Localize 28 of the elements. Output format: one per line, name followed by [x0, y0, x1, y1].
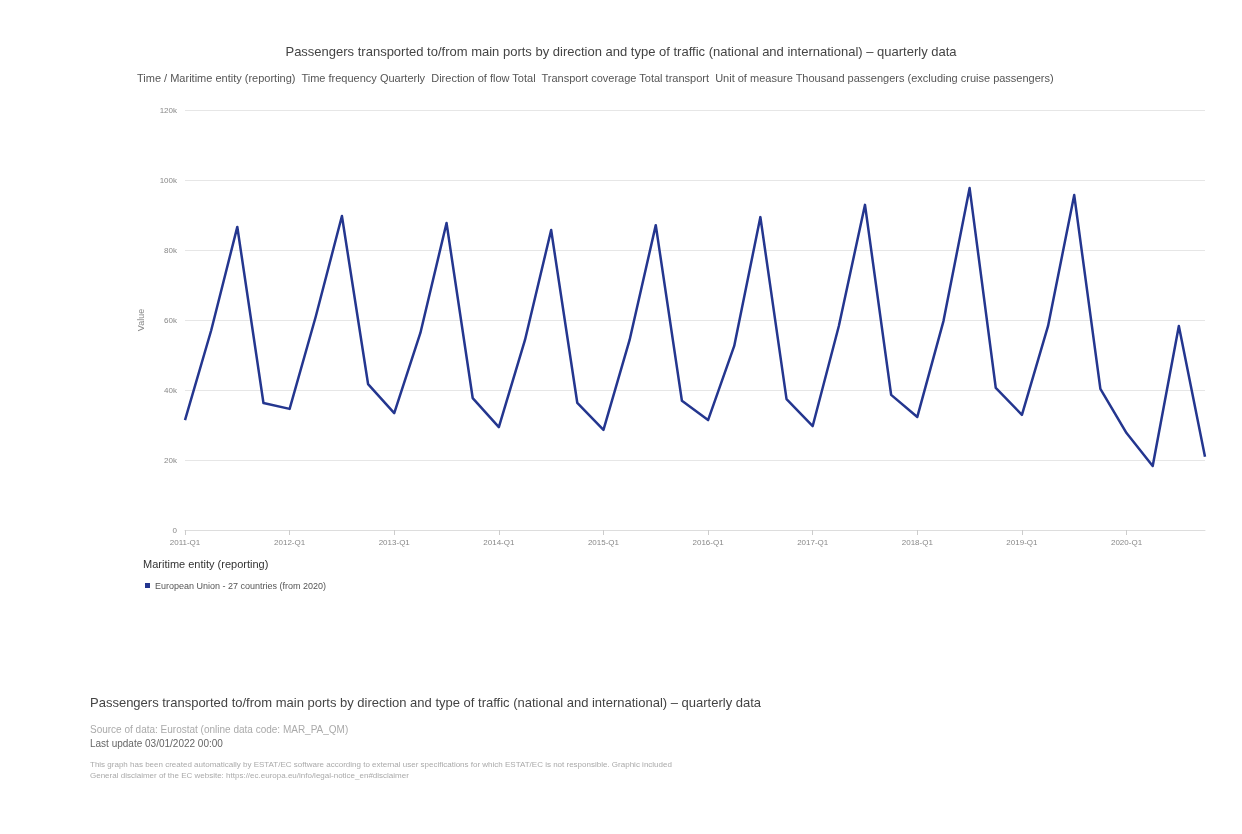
legend-title: Maritime entity (reporting) [143, 557, 269, 570]
x-tick-label: 2014-Q1 [483, 537, 515, 547]
x-tick-label: 2019-Q1 [1006, 537, 1039, 547]
text: Passengers transported to/from main ports by direction and type of traffic (national and international) – quarterly data [90, 695, 762, 710]
x-tick-label: 2017-Q1 [797, 537, 829, 547]
text: This graph has been created automatically by ESTAT/EC software according to external user specifications for which ESTAT/EC is not responsible. Graphic included [90, 759, 672, 769]
y-tick-label: 80k [164, 245, 178, 255]
y-tick-label: 60k [164, 315, 178, 325]
source-note: Source of data: Eurostat (online data code: MAR_PA_QM) [90, 723, 349, 735]
y-tick-label: 20k [164, 455, 178, 465]
y-tick-label: 120k [159, 105, 178, 115]
x-tick-label: 2020-Q1 [1110, 537, 1143, 547]
y-tick-label: 40k [164, 385, 178, 395]
chart-subtitle: Time / Maritime entity (reporting) Time frequency Quarterly Direction of flow Total Transport coverage Total transport Unit of measure Thousand passengers (excluding cruise passengers) [137, 72, 1054, 84]
y-tick-label: 100k [159, 175, 178, 185]
x-tick-label: 2013-Q1 [378, 537, 411, 547]
x-tick-label: 2016-Q1 [692, 537, 725, 547]
y-axis-title: Value [135, 308, 146, 332]
y-tick-label: 0 [172, 525, 178, 535]
line-series [183, 186, 1207, 468]
chart-title: Passengers transported to/from main ports by direction and type of traffic (national and international) – quarterly data [285, 44, 958, 59]
text: General disclaimer of the EC website: https://ec.europa.eu/info/legal-notice_en#disclaimer [90, 770, 410, 780]
x-tick-label: 2018-Q1 [901, 537, 934, 547]
x-tick-label: 2012-Q1 [274, 537, 306, 547]
legend-label: European Union - 27 countries (from 2020) [155, 580, 327, 591]
text: Last update 03/01/2022 00:00 [90, 737, 224, 749]
x-tick-label: 2015-Q1 [587, 537, 620, 547]
x-tick-label: 2011-Q1 [169, 537, 201, 547]
